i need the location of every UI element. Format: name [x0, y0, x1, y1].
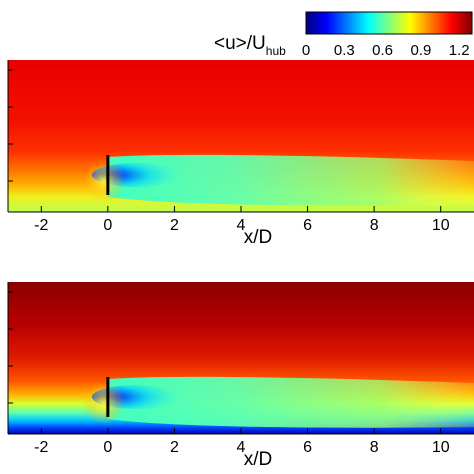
colorbar-tick-label: 0	[302, 42, 310, 59]
wake-region	[107, 154, 474, 206]
x-tick-label: 8	[370, 439, 379, 456]
x-tick-label: 4	[237, 217, 246, 234]
colorbar-tick-label: 0.6	[372, 42, 393, 59]
x-tick-label: 4	[237, 439, 246, 456]
x-axis-label: x/D	[244, 227, 273, 248]
x-tick-label: 0	[103, 439, 112, 456]
x-tick-label: -2	[34, 217, 48, 234]
x-tick-label: 2	[170, 439, 179, 456]
x-tick-label: 6	[303, 439, 312, 456]
x-tick-label: 8	[370, 217, 379, 234]
x-tick-label: 10	[432, 439, 450, 456]
wake-region	[107, 376, 474, 428]
colorbar-ticks: 0 0.3 0.6 0.9 1.2	[302, 42, 470, 59]
induction-zone	[81, 381, 126, 425]
x-tick-label: -2	[34, 439, 48, 456]
colorbar-tick-label: 0.9	[410, 42, 431, 59]
x-tick-label: 10	[432, 217, 450, 234]
x-tick-label: 6	[303, 217, 312, 234]
turbine-rotor	[106, 155, 110, 195]
bottom-panel: -2 0 2 4 6 8 10 x/D	[7, 282, 474, 470]
colorbar-tick-label: 0.3	[334, 42, 355, 59]
top-panel: -2 0 2 4 6 8 10 x/D	[7, 60, 474, 248]
colorbar-tick-label: 1.2	[449, 42, 470, 59]
x-tick-label: 0	[103, 217, 112, 234]
colorbar-gradient	[305, 11, 473, 35]
turbine-rotor	[106, 377, 110, 417]
colorbar-title: <u>/Uhub	[214, 33, 286, 58]
x-tick-label: 2	[170, 217, 179, 234]
colorbar: 0 0.3 0.6 0.9 1.2 <u>/Uhub	[214, 11, 473, 59]
x-axis-label: x/D	[244, 449, 273, 470]
induction-zone	[81, 159, 126, 203]
